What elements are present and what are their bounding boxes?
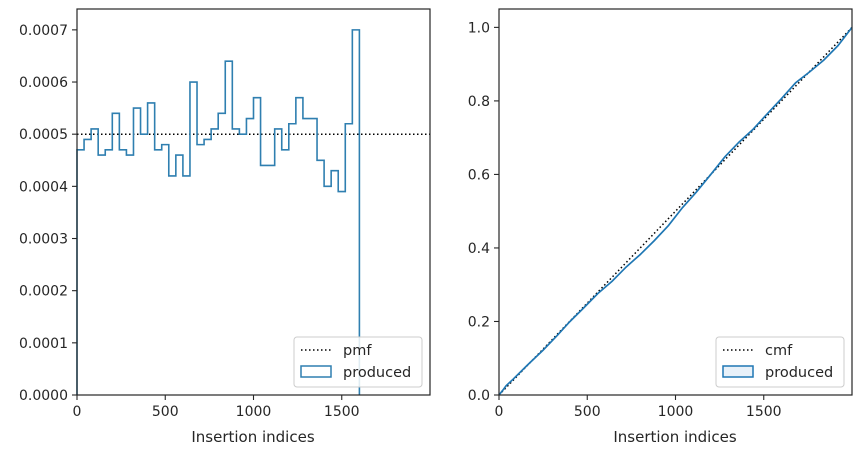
cmf-y-tick-label: 0.6 bbox=[468, 167, 490, 183]
cmf-y-tick-label: 0.4 bbox=[468, 241, 490, 257]
cmf-x-tick-label: 1000 bbox=[658, 404, 694, 420]
cmf-legend-swatch-produced bbox=[722, 365, 754, 378]
pmf-x-tick-label: 0 bbox=[73, 404, 82, 420]
cmf-x-tick-label: 0 bbox=[495, 404, 504, 420]
cmf-plot-area bbox=[498, 26, 853, 396]
cmf-y-tick-label: 1.0 bbox=[468, 20, 490, 36]
pmf-plot-area bbox=[76, 29, 430, 395]
pmf-y-tick-label: 0.0003 bbox=[19, 232, 68, 248]
cmf-x-axis-label: Insertion indices bbox=[613, 428, 736, 446]
cmf-x-tick-label: 1500 bbox=[746, 404, 782, 420]
pmf-y-tick-label: 0.0001 bbox=[19, 336, 68, 352]
cmf-panel: 0 500 1000 1500 0.0 0.2 0.4 0.6 0.8 1.0 Insertio… bbox=[468, 8, 853, 446]
cmf-x-tick-label: 500 bbox=[574, 404, 601, 420]
pmf-legend-label-pmf: pmf bbox=[343, 343, 372, 359]
cmf-y-tick-label: 0.2 bbox=[468, 314, 490, 330]
pmf-y-tick-label: 0.0000 bbox=[19, 388, 68, 404]
cmf-y-axis: 0.0 0.2 0.4 0.6 0.8 1.0 bbox=[468, 20, 499, 404]
cmf-x-axis: 0 500 1000 1500 bbox=[495, 395, 782, 420]
pmf-x-tick-label: 1500 bbox=[324, 404, 360, 420]
pmf-y-tick-label: 0.0006 bbox=[19, 75, 68, 91]
cmf-y-tick-label: 0.0 bbox=[468, 388, 490, 404]
pmf-series-produced bbox=[76, 29, 361, 395]
cmf-y-tick-label: 0.8 bbox=[468, 94, 490, 110]
pmf-y-axis: 0.0000 0.0001 0.0002 0.0003 0.0004 0.0005 0.00… bbox=[19, 23, 77, 404]
pmf-legend-label-produced: produced bbox=[343, 365, 411, 381]
pmf-x-tick-label: 500 bbox=[152, 404, 179, 420]
pmf-legend-swatch-produced bbox=[300, 365, 332, 378]
cmf-legend-label-produced: produced bbox=[765, 365, 833, 381]
pmf-x-tick-label: 1000 bbox=[236, 404, 272, 420]
cmf-legend-label-cmf: cmf bbox=[765, 343, 793, 359]
pmf-legend: pmf produced bbox=[293, 336, 423, 388]
pmf-y-tick-label: 0.0005 bbox=[19, 127, 68, 143]
pmf-y-tick-label: 0.0002 bbox=[19, 284, 68, 300]
pmf-panel: 0 500 1000 1500 0.00000.00010.00020.00030.0… bbox=[19, 8, 431, 446]
pmf-x-axis-label: Insertion indices bbox=[191, 428, 314, 446]
pmf-x-axis: 0 500 1000 1500 bbox=[73, 395, 360, 420]
pmf-y-tick-label: 0.0007 bbox=[19, 23, 68, 39]
pmf-y-tick-label: 0.0004 bbox=[19, 179, 68, 195]
cmf-series-produced bbox=[498, 26, 853, 396]
cmf-legend: cmf produced bbox=[715, 336, 845, 388]
